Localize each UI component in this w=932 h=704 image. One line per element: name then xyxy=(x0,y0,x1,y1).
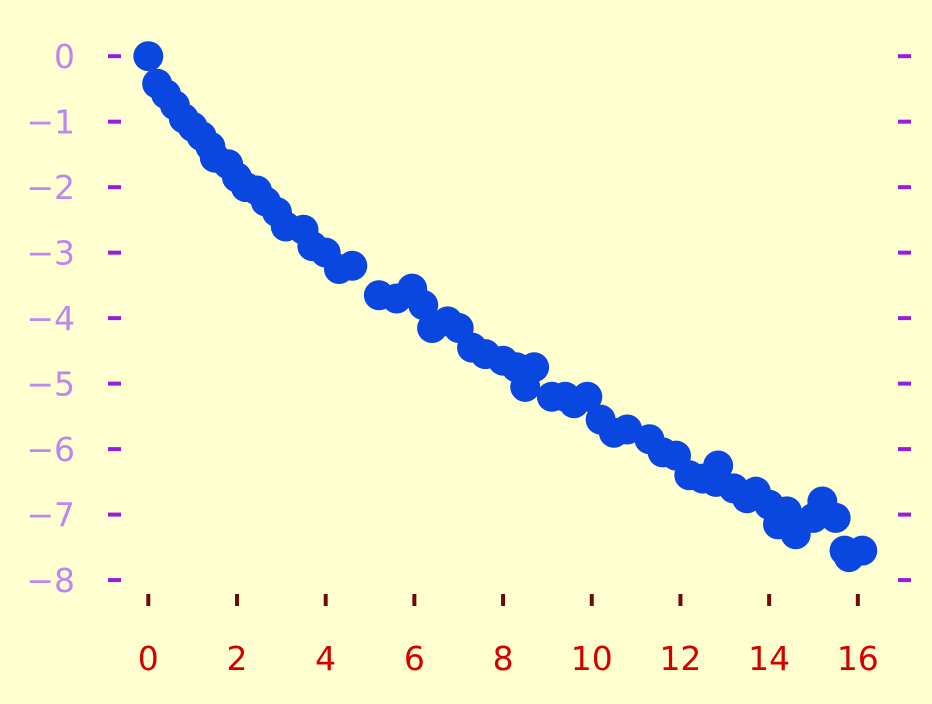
data-point xyxy=(703,450,734,481)
data-point xyxy=(519,352,550,383)
data-point xyxy=(771,496,802,527)
x-tick-label: 14 xyxy=(748,639,790,678)
y-axis-right xyxy=(898,54,911,583)
x-tick-label: 0 xyxy=(138,639,159,678)
y-tick-label: −1 xyxy=(26,103,75,142)
y-tick-label: 0 xyxy=(54,37,75,76)
data-point xyxy=(133,41,164,72)
x-tick-label: 4 xyxy=(315,639,336,678)
data-point xyxy=(572,381,603,412)
x-tick-label: 16 xyxy=(837,639,879,678)
data-points xyxy=(133,41,878,573)
x-tick-label: 6 xyxy=(404,639,425,678)
x-tick-label: 12 xyxy=(659,639,701,678)
y-tick-label: −7 xyxy=(26,496,75,535)
data-point xyxy=(408,290,439,321)
y-axis-left: 0 −1 −2 −3 −4 −5 −6 −7 −8 xyxy=(26,37,121,600)
x-axis: 0 2 4 6 8 10 12 14 16 xyxy=(138,594,879,678)
y-tick-label: −3 xyxy=(26,234,75,273)
y-tick-label: −6 xyxy=(26,430,75,469)
data-point xyxy=(820,502,851,533)
data-point xyxy=(337,250,368,281)
x-tick-label: 2 xyxy=(226,639,247,678)
y-tick-label: −5 xyxy=(26,365,75,404)
y-tick-label: −2 xyxy=(26,168,75,207)
y-tick-label: −8 xyxy=(26,561,75,600)
data-point xyxy=(847,535,878,566)
x-tick-label: 10 xyxy=(571,639,613,678)
x-tick-label: 8 xyxy=(493,639,514,678)
y-tick-label: −4 xyxy=(26,299,75,338)
